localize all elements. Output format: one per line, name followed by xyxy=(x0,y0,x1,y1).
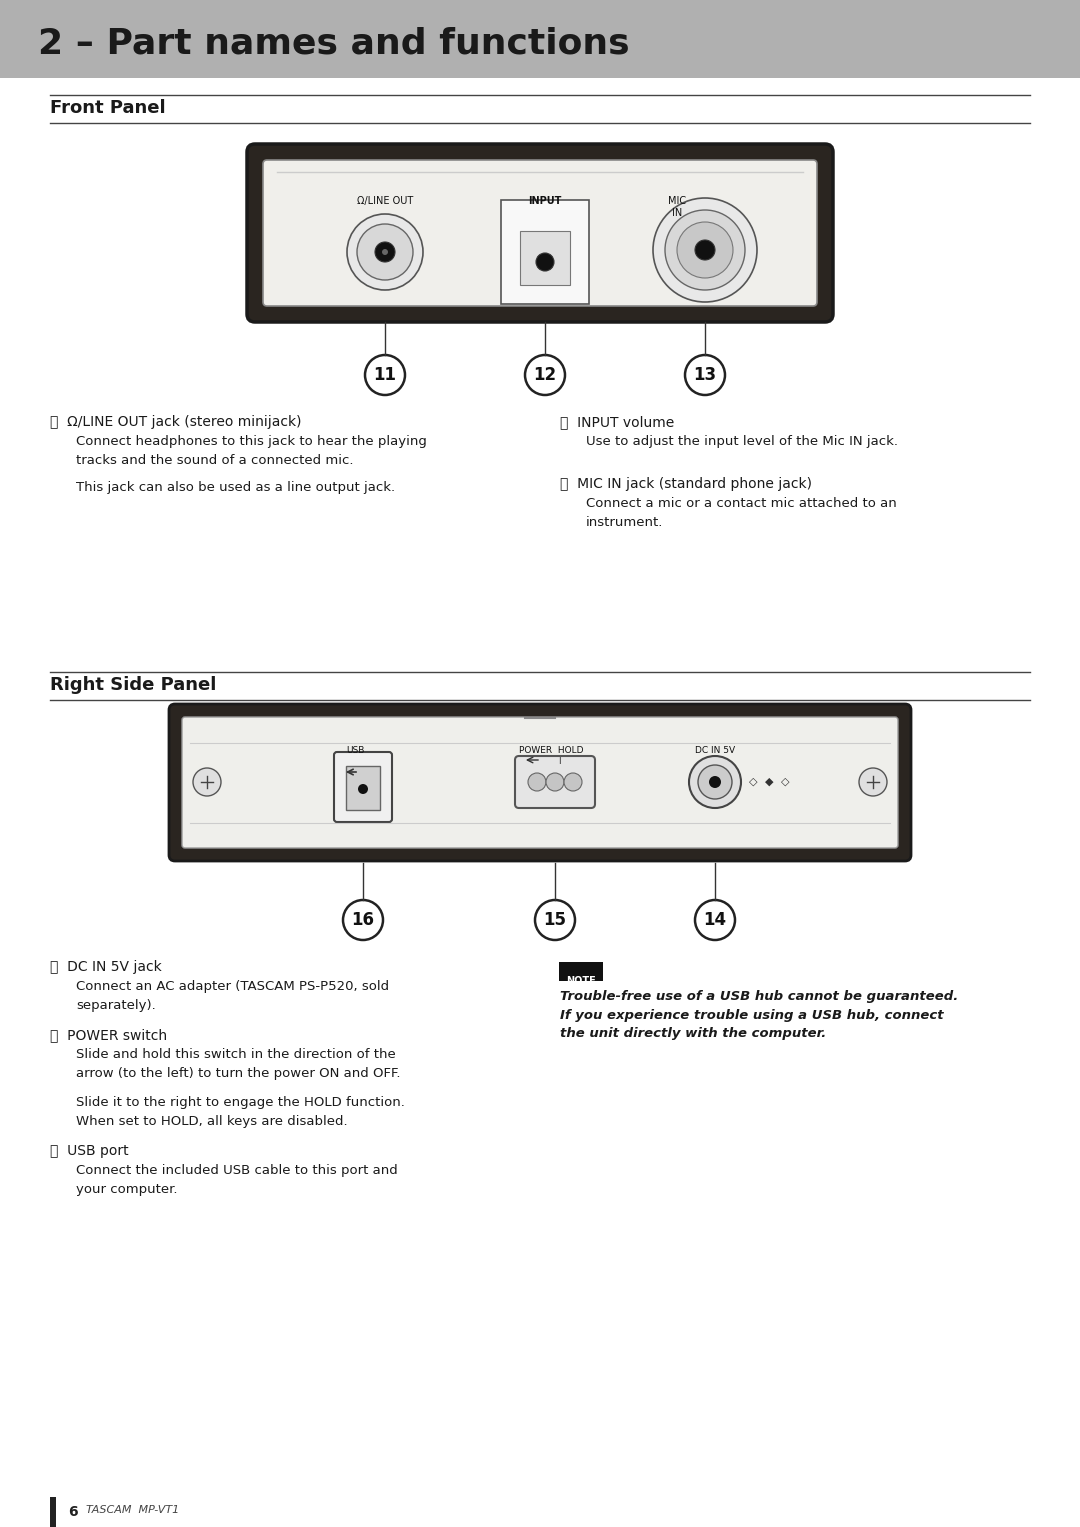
Circle shape xyxy=(365,354,405,395)
Text: DC IN 5V: DC IN 5V xyxy=(694,747,735,754)
Text: Use to adjust the input level of the Mic IN jack.: Use to adjust the input level of the Mic… xyxy=(586,435,897,447)
Text: 2 – Part names and functions: 2 – Part names and functions xyxy=(38,26,630,60)
FancyBboxPatch shape xyxy=(183,718,897,847)
Circle shape xyxy=(535,899,575,941)
Circle shape xyxy=(546,773,564,791)
Text: ⒪  Ω/LINE OUT jack (stereo minijack): ⒪ Ω/LINE OUT jack (stereo minijack) xyxy=(50,415,301,429)
Text: 16: 16 xyxy=(351,912,375,928)
FancyBboxPatch shape xyxy=(50,1496,56,1527)
Text: Connect the included USB cable to this port and
your computer.: Connect the included USB cable to this p… xyxy=(76,1164,397,1196)
FancyBboxPatch shape xyxy=(519,231,570,286)
Circle shape xyxy=(343,899,383,941)
Text: Right Side Panel: Right Side Panel xyxy=(50,676,216,693)
Text: ⒫  INPUT volume: ⒫ INPUT volume xyxy=(561,415,674,429)
FancyBboxPatch shape xyxy=(501,200,589,304)
Text: 14: 14 xyxy=(703,912,727,928)
Text: ⒬  MIC IN jack (standard phone jack): ⒬ MIC IN jack (standard phone jack) xyxy=(561,476,812,492)
Text: 13: 13 xyxy=(693,366,716,383)
FancyBboxPatch shape xyxy=(334,751,392,822)
FancyBboxPatch shape xyxy=(0,0,1080,78)
Text: ◇: ◇ xyxy=(748,777,757,786)
FancyBboxPatch shape xyxy=(346,767,380,809)
Circle shape xyxy=(685,354,725,395)
FancyBboxPatch shape xyxy=(515,756,595,808)
Circle shape xyxy=(859,768,887,796)
Text: Ω/LINE OUT: Ω/LINE OUT xyxy=(356,195,414,206)
Circle shape xyxy=(347,214,423,290)
Text: ⒮  POWER switch: ⒮ POWER switch xyxy=(50,1028,167,1041)
Circle shape xyxy=(193,768,221,796)
FancyBboxPatch shape xyxy=(247,144,833,322)
Circle shape xyxy=(665,211,745,290)
Text: USB: USB xyxy=(346,747,364,754)
Text: NOTE: NOTE xyxy=(566,976,596,986)
Text: Slide and hold this switch in the direction of the
arrow (to the left) to turn t: Slide and hold this switch in the direct… xyxy=(76,1048,401,1080)
Text: Slide it to the right to engage the HOLD function.
When set to HOLD, all keys ar: Slide it to the right to engage the HOLD… xyxy=(76,1096,405,1127)
Circle shape xyxy=(382,249,388,255)
Circle shape xyxy=(698,765,732,799)
Circle shape xyxy=(677,221,733,278)
Text: ◆: ◆ xyxy=(765,777,773,786)
Circle shape xyxy=(528,773,546,791)
Text: This jack can also be used as a line output jack.: This jack can also be used as a line out… xyxy=(76,481,395,495)
Text: 6: 6 xyxy=(68,1506,78,1519)
Text: 15: 15 xyxy=(543,912,567,928)
Circle shape xyxy=(653,199,757,302)
Circle shape xyxy=(375,241,395,263)
FancyBboxPatch shape xyxy=(559,962,603,980)
Text: POWER  HOLD: POWER HOLD xyxy=(519,747,583,754)
Circle shape xyxy=(357,783,368,794)
Text: I: I xyxy=(557,757,561,767)
Circle shape xyxy=(357,224,413,279)
FancyBboxPatch shape xyxy=(264,160,816,305)
Text: ⒯  USB port: ⒯ USB port xyxy=(50,1144,129,1157)
Circle shape xyxy=(564,773,582,791)
Text: Connect an AC adapter (TASCAM PS-P520, sold
separately).: Connect an AC adapter (TASCAM PS-P520, s… xyxy=(76,980,389,1011)
Circle shape xyxy=(536,253,554,270)
Circle shape xyxy=(696,899,735,941)
Circle shape xyxy=(696,240,715,260)
Circle shape xyxy=(708,776,721,788)
Text: Front Panel: Front Panel xyxy=(50,99,165,118)
FancyBboxPatch shape xyxy=(168,704,912,861)
Text: TASCAM  MP-VT1: TASCAM MP-VT1 xyxy=(86,1506,179,1515)
Circle shape xyxy=(689,756,741,808)
Text: Connect headphones to this jack to hear the playing
tracks and the sound of a co: Connect headphones to this jack to hear … xyxy=(76,435,427,467)
Text: 12: 12 xyxy=(534,366,556,383)
Circle shape xyxy=(525,354,565,395)
Text: ⒭  DC IN 5V jack: ⒭ DC IN 5V jack xyxy=(50,960,162,974)
Text: Connect a mic or a contact mic attached to an
instrument.: Connect a mic or a contact mic attached … xyxy=(586,496,896,528)
Text: 11: 11 xyxy=(374,366,396,383)
Text: Trouble-free use of a USB hub cannot be guaranteed.
If you experience trouble us: Trouble-free use of a USB hub cannot be … xyxy=(561,989,958,1040)
Text: MIC
IN: MIC IN xyxy=(667,195,686,218)
Text: ◇: ◇ xyxy=(781,777,789,786)
Text: INPUT: INPUT xyxy=(528,195,562,206)
